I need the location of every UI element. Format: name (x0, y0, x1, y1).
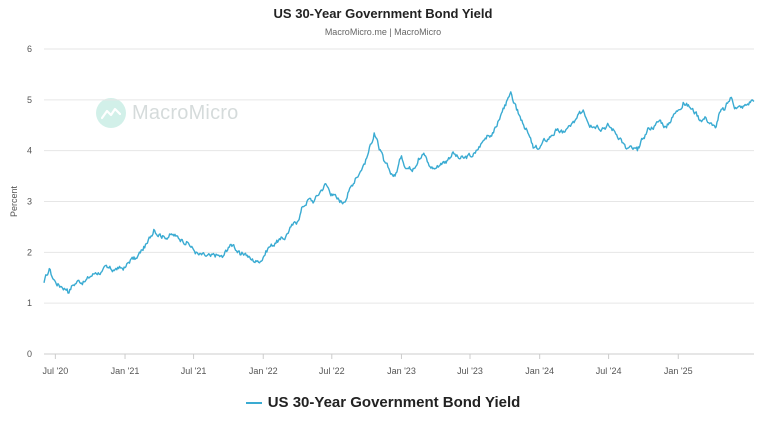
y-tick-label: 2 (27, 247, 32, 257)
watermark: MacroMicro (96, 98, 238, 128)
y-tick-label: 3 (27, 197, 32, 207)
y-tick-label: 5 (27, 95, 32, 105)
x-tick-label: Jan '24 (525, 366, 554, 376)
x-tick-label: Jul '21 (181, 366, 207, 376)
series-layer (43, 91, 755, 294)
macromicro-logo-icon (96, 98, 126, 128)
grid-layer (44, 48, 754, 355)
chart-subtitle: MacroMicro.me | MacroMicro (324, 27, 442, 37)
x-tick-label: Jan '22 (249, 366, 278, 376)
x-tick-label: Jan '25 (664, 366, 693, 376)
watermark-text: MacroMicro (132, 101, 239, 124)
x-tick-label: Jul '24 (596, 366, 622, 376)
series-line[interactable] (43, 91, 755, 294)
y-tick-label: 0 (27, 349, 32, 359)
chart-title: US 30-Year Government Bond Yield (273, 6, 493, 21)
y-tick-label: 1 (27, 298, 32, 308)
x-tick-label: Jan '21 (111, 366, 140, 376)
axis-layer: 0 1 2 3 4 5 6 Percent Jul '20 Jan '21 Jul '21 Jan '… (9, 44, 693, 376)
legend-swatch (245, 401, 262, 404)
y-tick-label: 4 (27, 146, 32, 156)
x-tick-label: Jul '20 (42, 366, 68, 376)
x-tick-label: Jul '22 (319, 366, 345, 376)
x-tick-label: Jan '23 (387, 366, 416, 376)
y-tick-label: 6 (27, 44, 32, 54)
legend-item[interactable]: US 30-Year Government Bond Yield (0, 394, 766, 411)
x-tick-label: Jul '23 (457, 366, 483, 376)
legend-label: US 30-Year Government Bond Yield (267, 394, 521, 411)
y-axis-label: Percent (9, 185, 19, 217)
